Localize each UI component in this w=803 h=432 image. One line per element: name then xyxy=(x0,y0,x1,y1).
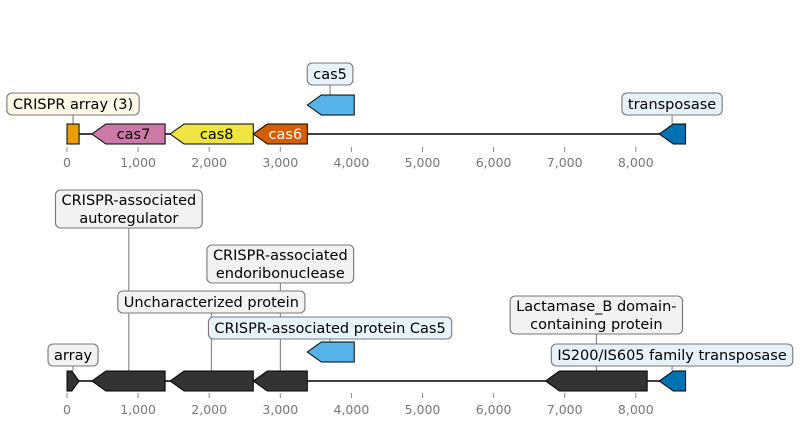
axis-tick-label: 1,000 xyxy=(120,155,156,170)
callouts: array CRISPR-associated autoregulator CRISP… xyxy=(47,189,794,371)
bottom-track: array CRISPR-associated autoregulator CRISP… xyxy=(47,189,794,417)
position-axis: 0 1,000 2,000 3,000 4,000 5,000 6,000 7,000 8,00… xyxy=(63,147,654,170)
axis-tick-label: 2,000 xyxy=(191,155,227,170)
axis-tick-label: 1,000 xyxy=(120,402,156,417)
callout-box-cas5 xyxy=(306,62,354,86)
axis-tick-label: 4,000 xyxy=(334,155,370,170)
top-track: CRISPR array (3) cas5 transposase cas7 cas8 c… xyxy=(6,62,723,170)
axis-tick-label: 8,000 xyxy=(618,155,654,170)
gene-endoribonuclease[interactable] xyxy=(252,370,308,392)
callout-text-autoregulator: CRISPR-associated xyxy=(61,193,196,209)
callout-text-crispr-array: CRISPR array (3) xyxy=(13,97,133,113)
gene-cas6[interactable] xyxy=(252,123,308,145)
callout-text-cas5-protein: CRISPR-associated protein Cas5 xyxy=(214,321,445,337)
gene-autoregulator[interactable] xyxy=(91,370,166,392)
axis-tick-label: 5,000 xyxy=(405,155,441,170)
gene-transposase[interactable] xyxy=(658,123,687,145)
callout-box-lactamase xyxy=(509,295,684,335)
axis-tick-label: 6,000 xyxy=(476,155,512,170)
callout-text-array: array xyxy=(54,348,92,364)
axis-tick-label: 0 xyxy=(63,155,71,170)
callout-box-is200 xyxy=(550,343,794,367)
callout-text-endoribonuclease: endoribonuclease xyxy=(216,266,345,282)
gene-cas7[interactable] xyxy=(91,123,166,145)
callout-box-endoribonuclease xyxy=(206,244,355,284)
axis-tick-label: 3,000 xyxy=(262,402,298,417)
callout-box-transposase xyxy=(621,92,723,116)
axis-tick-label: 2,000 xyxy=(191,402,227,417)
callout-text-cas5: cas5 xyxy=(313,67,347,83)
callout-box-autoregulator xyxy=(54,189,203,229)
axis-tick-label: 8,000 xyxy=(618,402,654,417)
callout-box-cas5-protein xyxy=(207,316,453,340)
axis-tick-label: 7,000 xyxy=(547,155,583,170)
gene-array[interactable] xyxy=(66,370,80,392)
callout-text-lactamase: Lactamase_B domain- xyxy=(516,299,676,315)
axis-tick-label: 7,000 xyxy=(547,402,583,417)
gene-label-cas6: cas6 xyxy=(268,127,302,143)
gene-uncharacterized[interactable] xyxy=(169,370,254,392)
callout-box-array xyxy=(47,343,99,367)
callout-box-uncharacterized xyxy=(117,290,306,314)
axis-tick-label: 3,000 xyxy=(262,155,298,170)
gene-is200[interactable] xyxy=(658,370,687,392)
position-axis: 0 1,000 2,000 3,000 4,000 5,000 6,000 7,000 8,00… xyxy=(63,393,654,417)
axis-tick-label: 5,000 xyxy=(405,402,441,417)
gene-crispr-array[interactable] xyxy=(66,123,80,145)
gene-label-cas7: cas7 xyxy=(117,127,151,143)
callout-text-lactamase: containing protein xyxy=(530,317,662,333)
gene-label-cas8: cas8 xyxy=(200,127,234,143)
callout-text-transposase: transposase xyxy=(628,97,716,113)
callouts: CRISPR array (3) cas5 transposase xyxy=(6,62,723,124)
callout-text-uncharacterized: Uncharacterized protein xyxy=(124,295,299,311)
callout-box-crispr-array xyxy=(6,92,140,116)
axis-tick-label: 4,000 xyxy=(334,402,370,417)
callout-text-endoribonuclease: CRISPR-associated xyxy=(213,248,348,264)
axis-tick-label: 0 xyxy=(63,402,71,417)
callout-text-is200: IS200/IS605 family transposase xyxy=(557,348,787,364)
axis-tick-label: 6,000 xyxy=(476,402,512,417)
gene-cas5-protein[interactable] xyxy=(306,341,355,363)
gene-cas5[interactable] xyxy=(306,94,355,116)
gene-lactamase[interactable] xyxy=(544,370,648,392)
callout-text-autoregulator: autoregulator xyxy=(79,211,178,227)
